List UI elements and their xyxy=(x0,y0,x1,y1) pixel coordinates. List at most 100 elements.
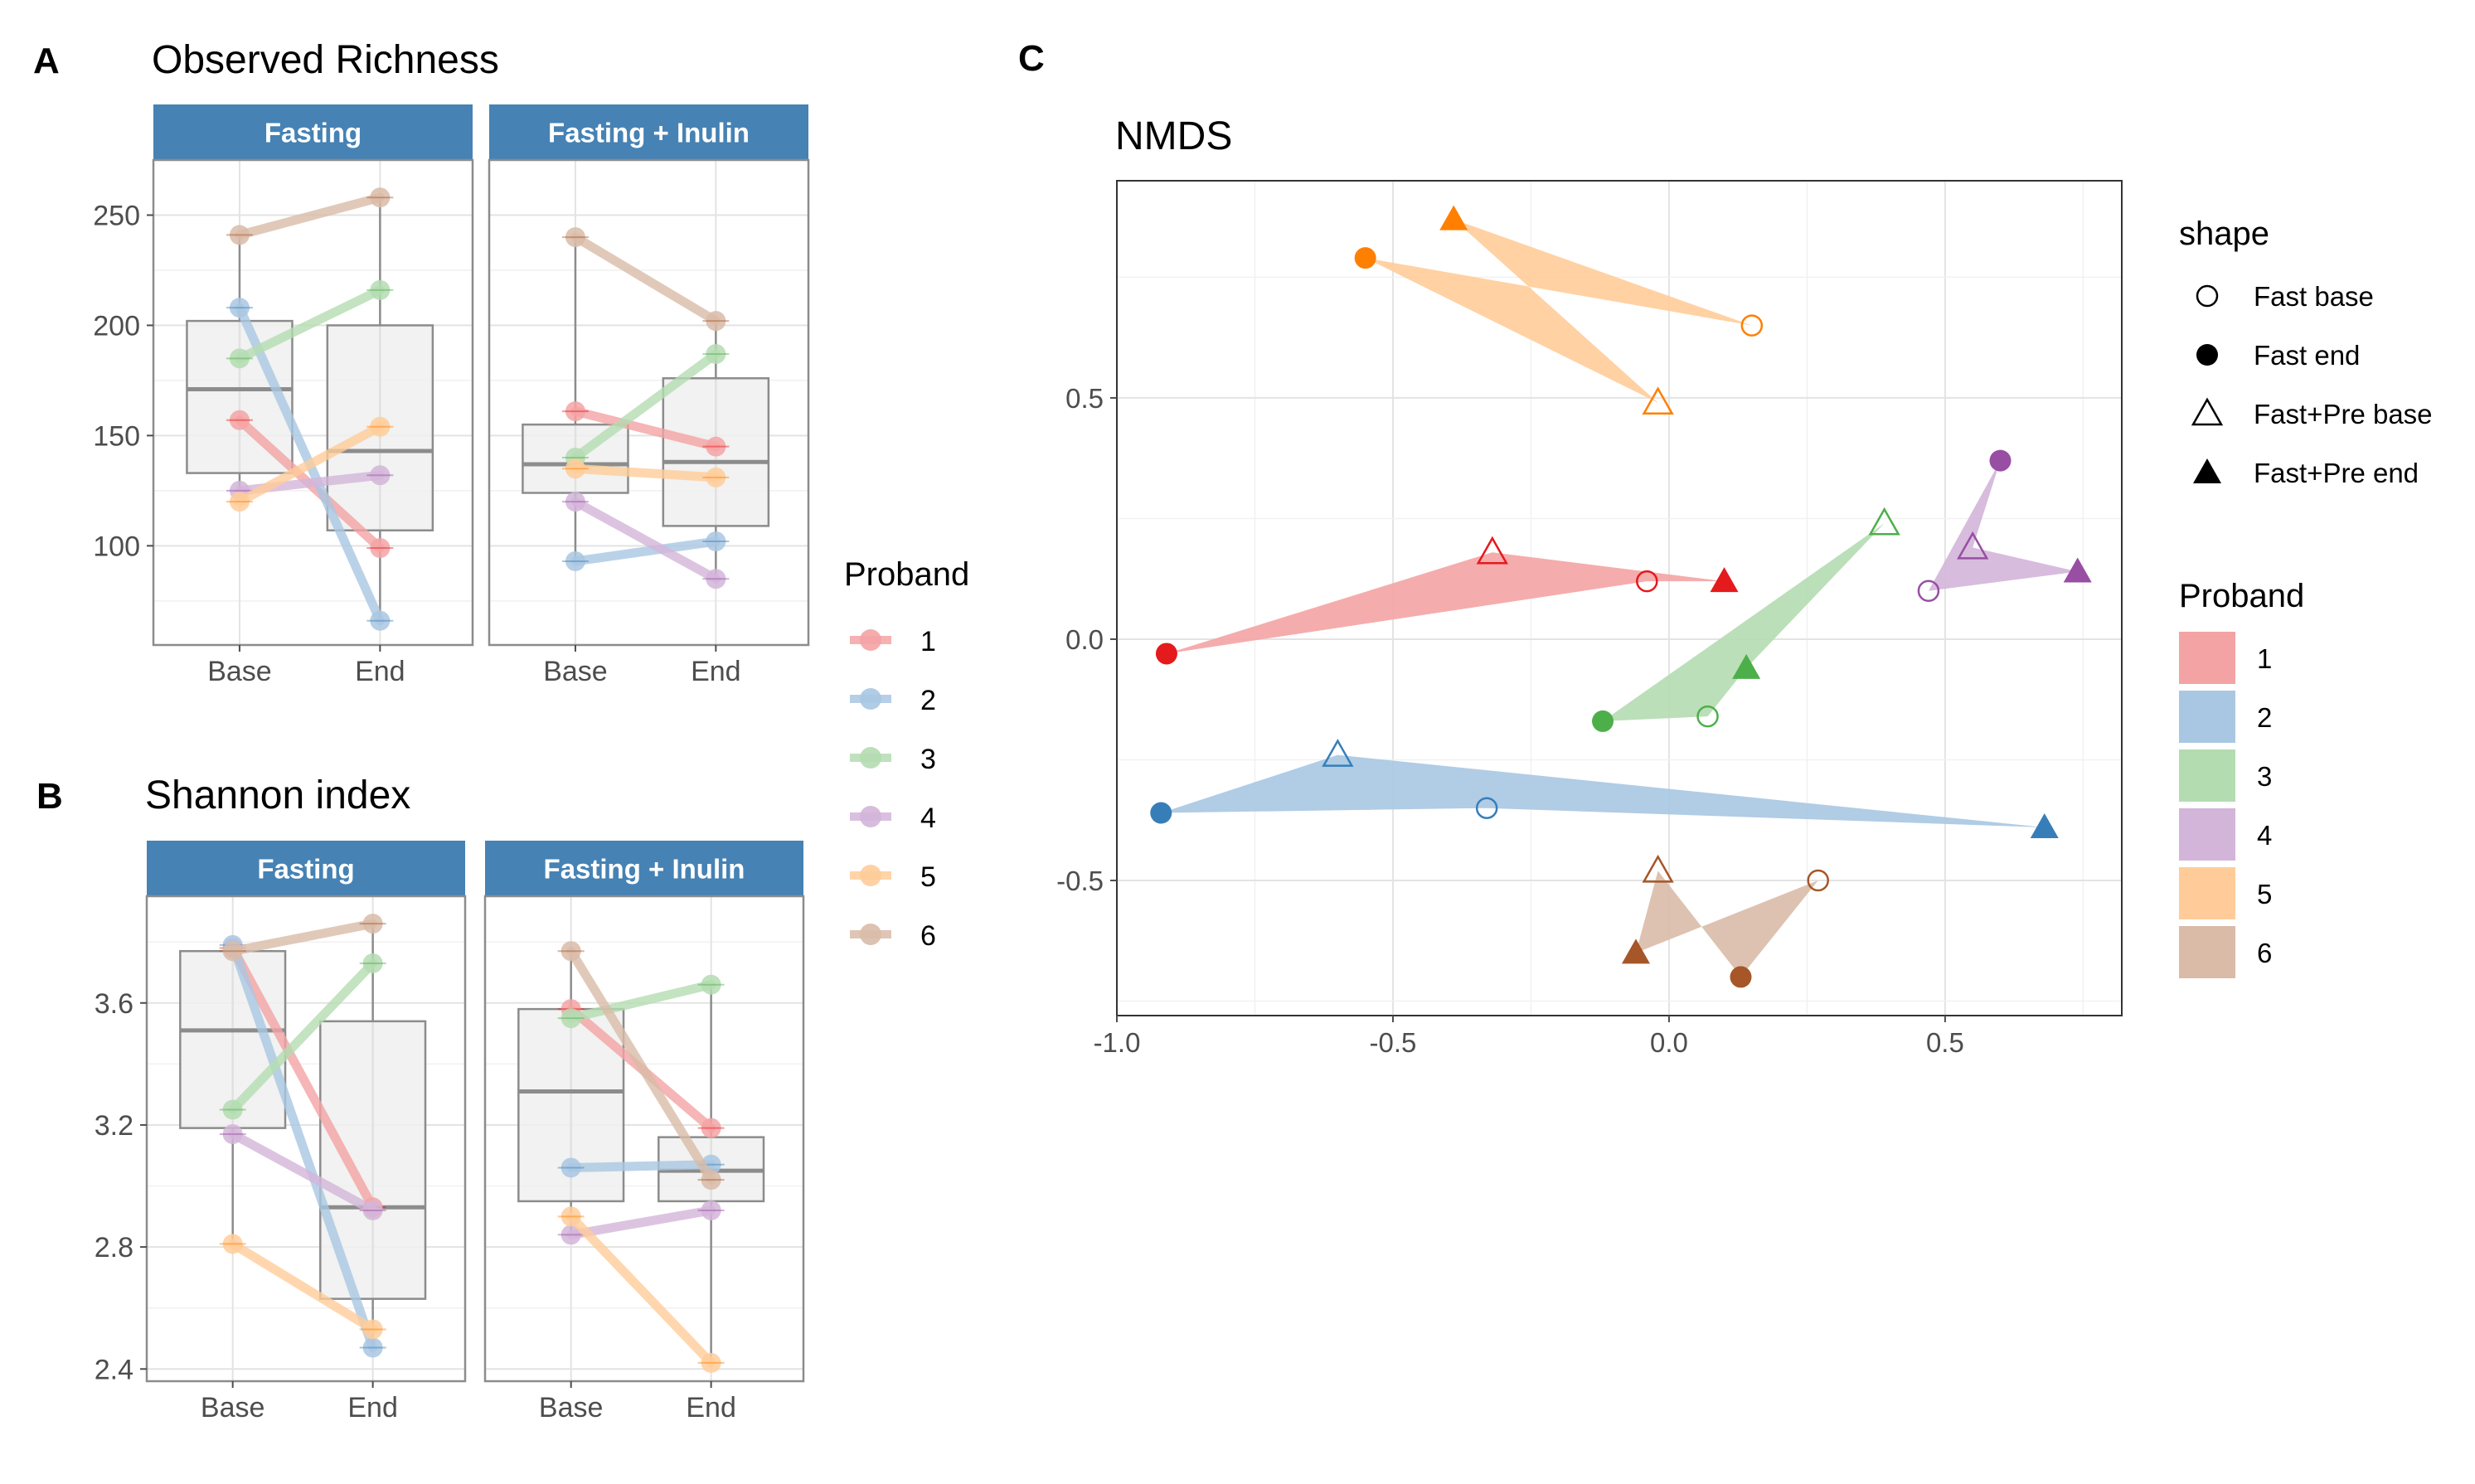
legend-key-point-4 xyxy=(860,806,881,827)
legend-label-6: 6 xyxy=(920,920,936,952)
box-iqr xyxy=(319,1020,427,1300)
data-point-proband-5 xyxy=(561,1206,581,1227)
data-point-proband-4 xyxy=(706,569,726,589)
data-point-proband-4 xyxy=(561,1225,581,1245)
legend-fill-key-1 xyxy=(2179,632,2235,684)
legend-shape-label: Fast base xyxy=(2254,281,2374,312)
x-tick-label: End xyxy=(691,656,741,687)
data-point-proband-1 xyxy=(229,410,250,430)
data-point-proband-5 xyxy=(362,1319,383,1340)
series-line-proband-3 xyxy=(235,285,385,363)
data-point-proband-2 xyxy=(565,550,585,571)
facet-strip xyxy=(485,841,803,896)
series-line-proband-5 xyxy=(228,1239,378,1334)
scatter-point-proband-2 xyxy=(1322,739,1354,767)
scatter-point-proband-4 xyxy=(1917,580,1940,603)
series-line-proband-2 xyxy=(566,1160,716,1172)
data-point-proband-2 xyxy=(370,610,391,631)
scatter-point-proband-5 xyxy=(1439,205,1468,230)
data-point-proband-6 xyxy=(706,311,726,332)
facet-strip xyxy=(147,841,465,896)
data-point-proband-3 xyxy=(229,348,250,369)
scatter-point-proband-6 xyxy=(1642,854,1674,883)
y-tick-label: 3.2 xyxy=(95,1110,133,1142)
scatter-point-proband-5 xyxy=(1642,386,1674,415)
plot-border xyxy=(488,158,810,647)
hull-proband-5 xyxy=(1365,219,1752,403)
legend-shape-label: Fast+Pre base xyxy=(2254,399,2433,429)
data-point-proband-1 xyxy=(701,1118,721,1138)
legend-label-1: 1 xyxy=(920,626,936,657)
scatter-point-proband-1 xyxy=(1155,643,1177,665)
data-point-proband-6 xyxy=(222,941,243,962)
x-tick-label: Base xyxy=(207,656,272,687)
data-point-proband-2 xyxy=(561,1157,581,1178)
series-line-proband-4 xyxy=(566,1205,716,1239)
series-line-proband-3 xyxy=(570,349,721,463)
legend-fill-key-4 xyxy=(2179,808,2235,861)
hull-proband-6 xyxy=(1635,871,1818,977)
scatter-point-proband-5 xyxy=(1740,314,1764,337)
data-point-proband-4 xyxy=(370,465,391,486)
plot-border xyxy=(1116,180,2123,1016)
facet-strip xyxy=(489,104,808,160)
scatter-point-proband-3 xyxy=(1696,705,1719,728)
data-point-proband-3 xyxy=(370,279,391,300)
legend-key-point-5 xyxy=(860,865,881,886)
data-point-proband-6 xyxy=(701,1170,721,1191)
legend-fill-key-5 xyxy=(2179,867,2235,919)
legend-shape-label: Fast end xyxy=(2254,340,2360,371)
legend-shape-key xyxy=(2196,284,2219,308)
x-tick-label: End xyxy=(355,656,405,687)
data-point-proband-1 xyxy=(565,401,585,422)
series-line-proband-5 xyxy=(570,463,721,483)
y-tick-label: 2.4 xyxy=(95,1354,133,1385)
data-point-proband-6 xyxy=(229,225,250,245)
data-point-proband-4 xyxy=(565,492,585,512)
legend-key-point-1 xyxy=(860,629,881,651)
legend-fill-label-3: 3 xyxy=(2257,761,2272,792)
data-point-proband-5 xyxy=(229,492,250,512)
legend-fill-key-2 xyxy=(2179,691,2235,743)
plot-border xyxy=(152,158,474,647)
legend-proband-c-title: Proband xyxy=(2179,578,2304,614)
data-point-proband-2 xyxy=(229,298,250,318)
facet-strip-label: Fasting xyxy=(257,854,354,885)
x-tick-label: End xyxy=(686,1392,736,1423)
legend-fill-label-4: 4 xyxy=(2257,820,2272,851)
data-point-proband-5 xyxy=(706,467,726,487)
x-tick-label: 0.5 xyxy=(1926,1027,1964,1058)
data-point-proband-3 xyxy=(222,1099,243,1120)
scatter-point-proband-1 xyxy=(1636,570,1658,593)
legend-fill-label-6: 6 xyxy=(2257,938,2272,968)
facet-a-2: Fasting + Inulin Base End xyxy=(488,104,810,687)
series-line-proband-4 xyxy=(228,1129,378,1215)
y-tick-label: -0.5 xyxy=(1056,866,1104,896)
series-line-proband-6 xyxy=(570,232,721,326)
x-tick-label: Base xyxy=(539,1392,604,1423)
y-tick-label: 2.8 xyxy=(95,1232,133,1263)
data-point-proband-1 xyxy=(370,538,391,558)
facet-strip-label: Fasting + Inulin xyxy=(544,854,745,885)
legend-label-4: 4 xyxy=(920,803,936,834)
legend-fill-key-6 xyxy=(2179,926,2235,978)
series-line-proband-2 xyxy=(570,536,721,566)
x-tick-label: -0.5 xyxy=(1370,1027,1417,1058)
facet-strip xyxy=(153,104,473,160)
plot-background xyxy=(1117,181,2122,1016)
series-line-proband-1 xyxy=(570,406,721,452)
legend-fill-key-3 xyxy=(2179,749,2235,802)
y-tick-label: 3.6 xyxy=(95,988,133,1020)
scatter-point-proband-6 xyxy=(1730,966,1752,988)
data-point-proband-5 xyxy=(370,416,391,437)
legend-shape-title: shape xyxy=(2179,216,2269,252)
legend-proband-c: Proband 1 2 3 4 5 6 xyxy=(2179,578,2304,978)
scatter-point-proband-6 xyxy=(1621,938,1650,964)
legend-key-point-6 xyxy=(860,924,881,945)
legend-fill-label-2: 2 xyxy=(2257,702,2272,733)
series-line-proband-6 xyxy=(566,946,716,1185)
scatter-point-proband-2 xyxy=(1475,797,1498,819)
y-tick-label: 0.0 xyxy=(1065,624,1104,655)
panel-b-chart: Fasting Base End Fasting + Inulin Base End 2.4… xyxy=(95,841,805,1423)
